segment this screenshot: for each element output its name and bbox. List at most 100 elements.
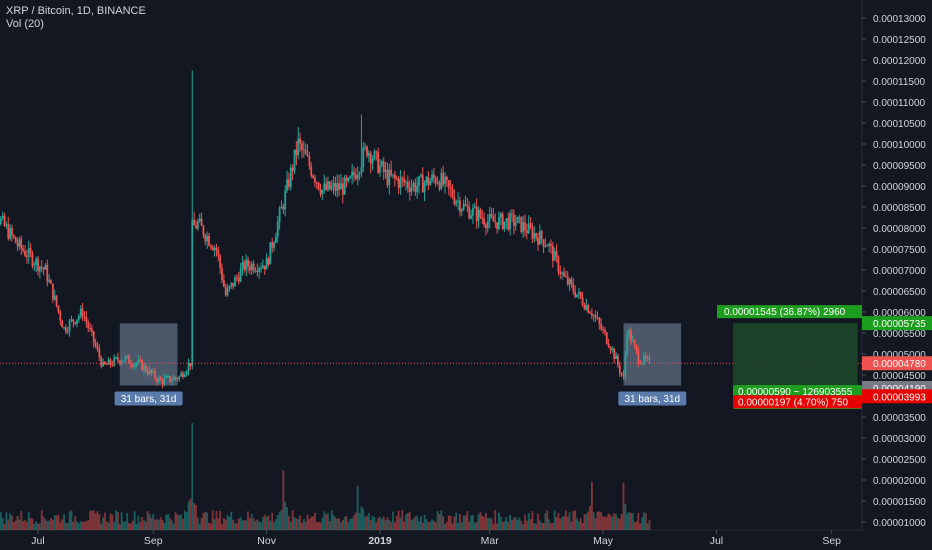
candle-body [423, 183, 426, 193]
volume-bar [633, 521, 636, 530]
candle-body [574, 291, 577, 297]
volume-bar [468, 521, 471, 530]
candle-body [600, 323, 603, 330]
candle-body [626, 334, 629, 355]
volume-bar [429, 521, 432, 530]
volume-bar [297, 518, 300, 530]
candle-body [516, 216, 519, 223]
x-tick-label: Sep [822, 535, 841, 547]
volume-bar [622, 482, 625, 530]
candle-body [576, 294, 578, 297]
volume-bar [524, 515, 526, 530]
symbol-title[interactable]: XRP / Bitcoin, 1D, BINANCE [6, 5, 146, 17]
candle-body [455, 201, 458, 204]
candle-body [9, 228, 12, 239]
candle-body [617, 355, 619, 366]
volume-bar [475, 522, 478, 530]
candle-body [561, 272, 564, 274]
volume-bar [371, 515, 374, 530]
candle-body [50, 280, 52, 284]
volume-bar [511, 520, 513, 530]
candle-body [557, 257, 560, 272]
volume-bar [239, 516, 242, 530]
y-tick-label: 0.00011500 [873, 77, 926, 88]
candle-body [137, 359, 140, 364]
candle-body [288, 179, 290, 187]
stop-price-label-text: 0.00003993 [873, 392, 926, 403]
volume-bar [87, 520, 90, 530]
candle-body [351, 171, 354, 177]
candle-body [457, 200, 459, 202]
candle-body [509, 213, 512, 230]
volume-bar [111, 514, 114, 530]
volume-bar [602, 516, 604, 530]
volume-bar [566, 516, 569, 530]
volume-bar [641, 517, 643, 530]
candle-body [418, 176, 420, 186]
volume-bar [122, 521, 125, 530]
volume-bar [343, 516, 346, 530]
volume-bar [304, 521, 307, 530]
candle-body [433, 174, 435, 179]
volume-bar [176, 514, 179, 530]
candle-body [538, 231, 541, 245]
volume-bar [182, 518, 184, 530]
volume-bar [51, 519, 54, 530]
volume-bar [639, 523, 642, 530]
y-tick-label: 0.00012500 [873, 35, 926, 46]
volume-bar [3, 523, 6, 530]
volume-bar [542, 523, 545, 530]
x-tick-label: Nov [257, 535, 276, 547]
candle-body [312, 175, 314, 178]
candle-body [485, 224, 487, 228]
candle-body [525, 230, 528, 234]
volume-indicator-title[interactable]: Vol (20) [6, 18, 44, 30]
volume-bar [403, 521, 406, 530]
volume-bar [211, 510, 214, 530]
volume-bar [449, 515, 452, 530]
candle-body [308, 155, 311, 166]
candle-body [330, 186, 333, 190]
candle-body [338, 183, 341, 190]
volume-bar [594, 518, 597, 530]
y-tick-label: 0.00007500 [873, 245, 926, 256]
volume-bar [648, 519, 651, 530]
volume-bar [607, 513, 610, 530]
target-label-text: 0.00001545 (36.87%) 2960 [724, 307, 846, 318]
candle-body [301, 143, 303, 150]
candle-body [624, 354, 627, 377]
candle-body [282, 206, 285, 210]
candle-body [109, 359, 112, 365]
candle-body [464, 204, 467, 206]
candle-body [533, 233, 536, 239]
candle-body [577, 291, 580, 295]
candle-body [537, 237, 539, 245]
volume-bar [382, 516, 385, 530]
volume-bar [232, 519, 235, 530]
volume-bar [336, 518, 339, 530]
volume-bar [488, 517, 491, 530]
volume-bar [96, 511, 99, 530]
volume-bar [414, 516, 417, 530]
candle-body [633, 340, 636, 346]
volume-bar [74, 516, 77, 530]
candle-body [241, 261, 244, 269]
candle-body [193, 219, 196, 226]
volume-bar [518, 517, 521, 530]
candle-body [596, 317, 599, 319]
volume-bar [628, 512, 630, 530]
volume-bar [360, 506, 363, 530]
candle-body [146, 371, 149, 374]
candle-body [170, 380, 173, 382]
volume-bar [252, 518, 255, 530]
candle-body [531, 227, 534, 239]
y-tick-label: 0.00009000 [873, 182, 926, 193]
candle-body [459, 200, 461, 212]
candle-body [79, 308, 82, 317]
date-range-label-text: 31 bars, 31d [121, 394, 177, 405]
candle-body [40, 266, 43, 269]
long-position-stop-label: 0.00000197 (4.70%) 750 [733, 395, 862, 409]
candle-body [505, 218, 508, 222]
